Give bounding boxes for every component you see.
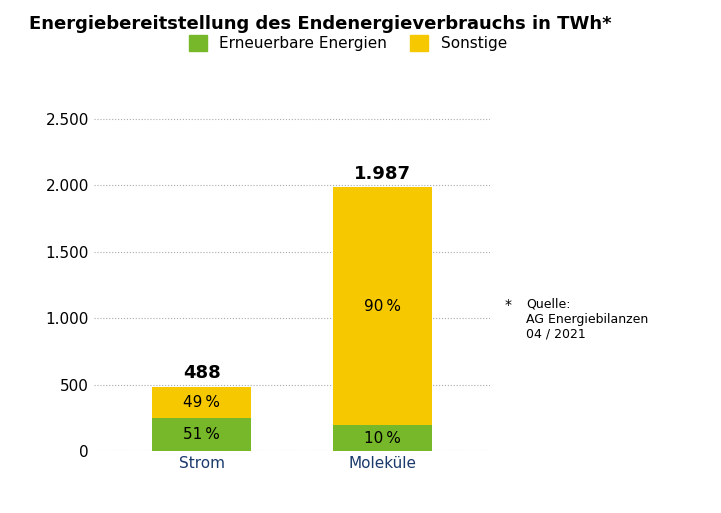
Text: 1.987: 1.987 <box>353 165 411 183</box>
Text: 90 %: 90 % <box>363 299 401 313</box>
Bar <box>332 187 432 425</box>
Bar <box>152 386 252 418</box>
Bar <box>152 418 252 451</box>
Text: 10 %: 10 % <box>363 431 401 446</box>
Text: *: * <box>505 298 512 311</box>
Text: 49 %: 49 % <box>183 395 221 410</box>
Text: Quelle:
AG Energiebilanzen
04 / 2021: Quelle: AG Energiebilanzen 04 / 2021 <box>526 298 649 341</box>
Text: 51 %: 51 % <box>183 427 221 442</box>
Legend: Erneuerbare Energien, Sonstige: Erneuerbare Energien, Sonstige <box>189 35 507 51</box>
Text: Energiebereitstellung des Endenergieverbrauchs in TWh*: Energiebereitstellung des Endenergieverb… <box>29 15 611 33</box>
Bar <box>332 425 432 451</box>
Text: 488: 488 <box>183 364 221 382</box>
